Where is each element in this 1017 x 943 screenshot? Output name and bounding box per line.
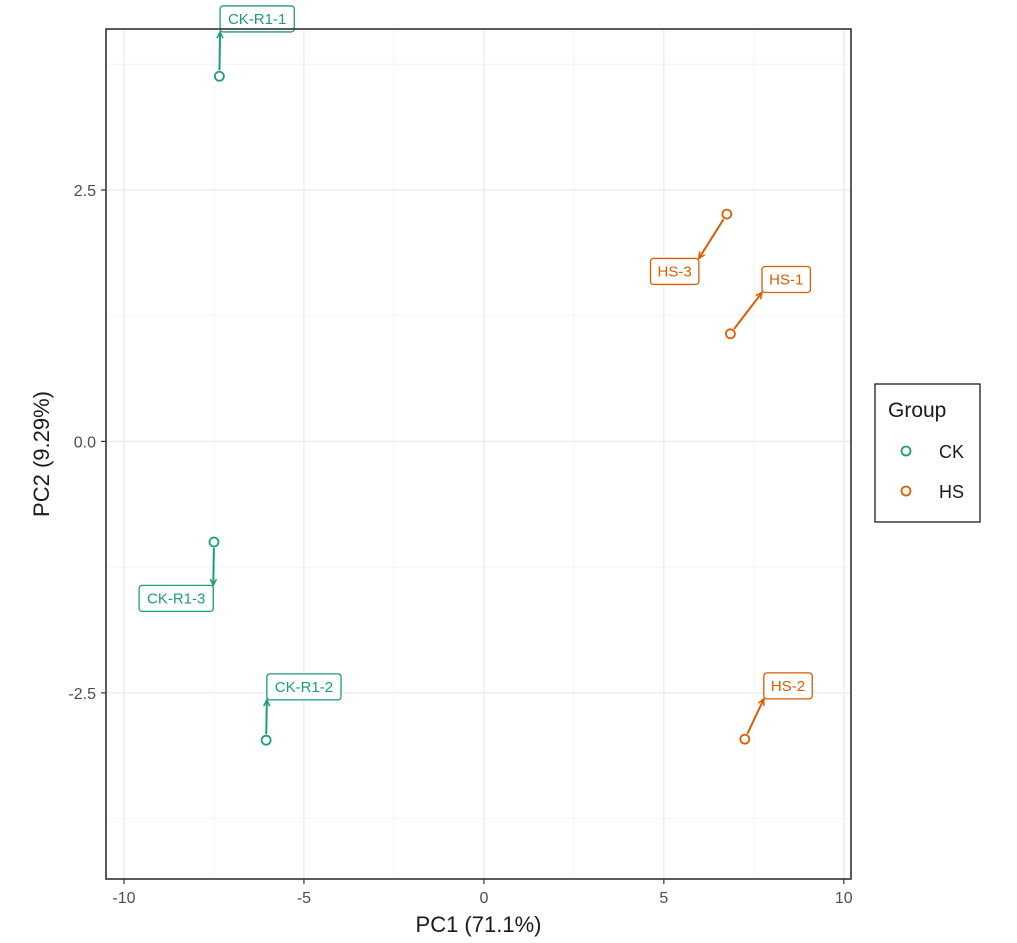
- leader-line: [212, 548, 215, 586]
- point-label-ck-r1-3: CK-R1-3: [138, 584, 214, 612]
- y-tick-label: 0.0: [74, 434, 96, 451]
- legend-key-ck: [900, 445, 912, 457]
- data-point-ck-r1-1: [213, 70, 225, 82]
- leader-arrowhead: [697, 251, 706, 260]
- legend-key-hs: [900, 485, 912, 497]
- point-label-text: HS-2: [771, 678, 805, 695]
- point-label-hs-2: HS-2: [763, 672, 813, 700]
- plot-panel-border: [105, 28, 852, 880]
- axes: -10 -5 0 5 10 -2.5 0.0 2.5 PC1 (71.1%) PC2 (9.29%…: [29, 183, 853, 937]
- point-label-box: [219, 5, 295, 33]
- legend-box: [874, 383, 981, 523]
- point-label-text: CK-R1-3: [147, 590, 205, 607]
- legend: Group CK HS: [874, 383, 981, 523]
- point-label-box: [138, 584, 214, 612]
- leader-line: [746, 698, 765, 735]
- point-label-hs-3: HS-3: [649, 257, 700, 286]
- point-labels: CK-R1-1 CK-R1-2 CK-R1-3 HS-1 HS-2 HS-3: [138, 5, 813, 735]
- point-label-text: CK-R1-1: [228, 11, 286, 28]
- leader-arrowhead: [263, 698, 271, 707]
- leader-arrowhead: [216, 30, 224, 39]
- data-point-hs-1: [725, 328, 736, 340]
- x-tick-label: 5: [659, 890, 668, 907]
- y-tick-label: 2.5: [74, 183, 96, 200]
- leader-arrowhead: [209, 578, 218, 588]
- grid-lines: [106, 29, 851, 879]
- data-point-hs-2: [739, 733, 751, 745]
- point-label-ck-r1-2: CK-R1-2: [266, 673, 342, 701]
- data-point-ck-r1-2: [260, 734, 272, 746]
- data-points: [208, 70, 751, 746]
- point-label-hs-1: HS-1: [761, 265, 812, 294]
- x-tick-label: 0: [479, 890, 488, 907]
- leader-arrowhead: [755, 291, 764, 300]
- data-point-ck-r1-3: [208, 536, 220, 548]
- x-tick-label: 10: [835, 890, 853, 907]
- leader-line: [218, 31, 222, 71]
- point-label-text: HS-1: [769, 271, 803, 288]
- point-label-box: [763, 672, 813, 700]
- legend-label-ck: CK: [939, 442, 964, 462]
- legend-title: Group: [888, 399, 946, 422]
- y-axis-title: PC2 (9.29%): [29, 391, 54, 517]
- leader-line: [698, 218, 725, 259]
- legend-label-hs: HS: [939, 482, 964, 502]
- x-axis-title: PC1 (71.1%): [416, 912, 542, 937]
- x-tick-label: -5: [297, 890, 311, 907]
- data-point-hs-3: [721, 208, 733, 220]
- point-label-text: CK-R1-2: [275, 679, 333, 696]
- y-tick-label: -2.5: [68, 686, 96, 703]
- leader-arrowhead: [757, 697, 765, 706]
- leader-line: [265, 699, 268, 735]
- point-label-box: [649, 257, 700, 286]
- leader-line: [733, 291, 763, 330]
- point-label-text: HS-3: [658, 263, 692, 280]
- point-label-ck-r1-1: CK-R1-1: [219, 5, 295, 33]
- point-label-box: [761, 265, 812, 294]
- point-label-box: [266, 673, 342, 701]
- x-tick-label: -10: [112, 890, 135, 907]
